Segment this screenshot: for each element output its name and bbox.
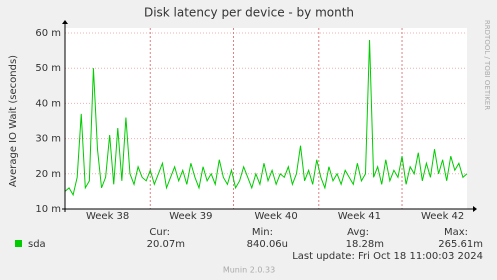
stat-value: 18.28m (346, 239, 384, 250)
chart-title: Disk latency per device - by month (144, 6, 354, 20)
y-axis-label: Average IO Wait (seconds) (8, 55, 19, 187)
legend-swatch (15, 240, 22, 247)
x-axis-arrow (473, 206, 477, 212)
y-tick-label: 20 m (35, 169, 61, 180)
last-update: Last update: Fri Oct 18 11:00:03 2024 (292, 251, 483, 262)
y-axis-arrow (62, 20, 68, 24)
x-tick-label: Week 41 (338, 211, 381, 222)
stat-value: 20.07m (147, 239, 185, 250)
x-tick-label: Week 39 (169, 211, 212, 222)
y-tick-label: 50 m (35, 63, 61, 74)
legend-label: sda (28, 239, 46, 250)
stat-header: Avg: (347, 227, 369, 238)
y-tick-label: 60 m (35, 28, 61, 39)
x-tick-label: Week 40 (254, 211, 297, 222)
stat-header: Cur: (149, 227, 170, 238)
stat-value: 840.06u (247, 239, 288, 250)
watermark: RRDTOOL / TOBI OETIKER (483, 20, 491, 110)
stat-header: Min: (252, 227, 273, 238)
y-tick-label: 40 m (35, 98, 61, 109)
x-tick-label: Week 38 (86, 211, 129, 222)
y-tick-label: 10 m (35, 204, 61, 215)
y-tick-label: 30 m (35, 134, 61, 145)
stat-value: 265.61m (438, 239, 483, 250)
stat-header: Max: (444, 227, 468, 238)
data-line (64, 40, 468, 197)
footer: Munin 2.0.33 (223, 266, 275, 275)
x-tick-label: Week 42 (421, 211, 464, 222)
